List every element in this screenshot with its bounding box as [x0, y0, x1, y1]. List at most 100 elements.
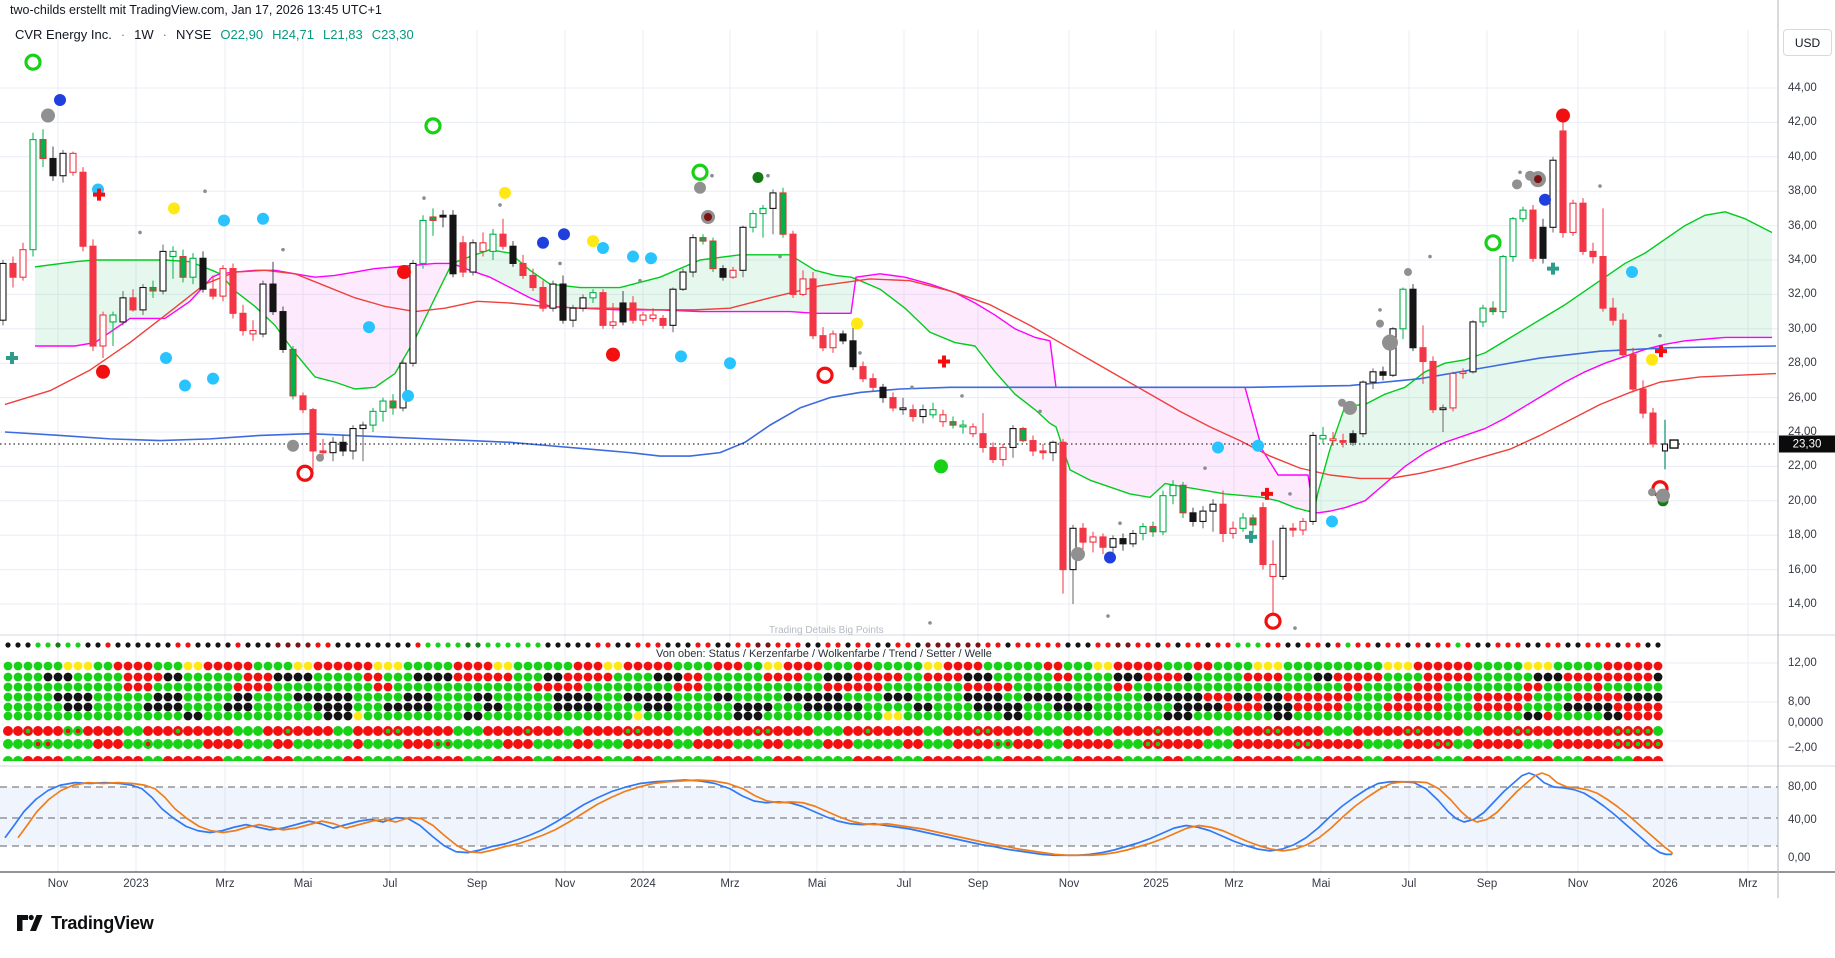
matrix-dot [843, 702, 853, 712]
matrix-dot [975, 642, 981, 648]
matrix-dot-center [65, 728, 71, 734]
matrix-dot [903, 692, 913, 702]
signal-dot-red [397, 265, 411, 280]
candle [269, 283, 277, 313]
candle [1349, 433, 1357, 443]
currency-chip[interactable]: USD [1783, 29, 1832, 56]
matrix-dot [625, 642, 631, 648]
matrix-dot [713, 661, 723, 671]
matrix-dot [233, 692, 243, 702]
candle [469, 242, 477, 273]
matrix-dot [1103, 739, 1113, 749]
matrix-dot [465, 642, 471, 648]
symbol-interval: 1W [134, 27, 154, 42]
matrix-dot [1015, 642, 1021, 648]
matrix-dot [223, 682, 233, 692]
candle [1249, 517, 1257, 526]
matrix-arch [662, 755, 674, 762]
time-axis-label: Nov [1567, 878, 1589, 890]
signal-dot-gray [1656, 488, 1670, 503]
matrix-dot-center [175, 728, 181, 734]
matrix-dot [1085, 642, 1091, 648]
matrix-dot [643, 661, 653, 671]
tradingview-logo[interactable]: TradingView [16, 911, 154, 936]
candle [119, 297, 127, 323]
matrix-dot [1503, 711, 1513, 721]
matrix-dot [203, 682, 213, 692]
matrix-dot [1263, 739, 1273, 749]
matrix-dot [1293, 726, 1303, 736]
candle [149, 286, 157, 292]
matrix-dot [943, 739, 953, 749]
matrix-dot [1573, 661, 1583, 671]
matrix-arch [502, 755, 514, 762]
matrix-dot [665, 642, 671, 648]
matrix-arch [212, 755, 224, 762]
matrix-dot [1553, 711, 1563, 721]
ichimoku-cloud [1070, 387, 1090, 481]
indicator-title-partial: Trading Details Big Points [769, 625, 884, 635]
matrix-dot [1023, 672, 1033, 682]
matrix-dot [1393, 702, 1403, 712]
matrix-dot [1573, 692, 1583, 702]
matrix-dot [83, 726, 93, 736]
scatter-dot [1428, 254, 1432, 259]
matrix-dot [455, 642, 461, 648]
symbol-legend[interactable]: CVR Energy Inc. · 1W · NYSE O22,90 H24,7… [15, 27, 414, 42]
matrix-dot [323, 726, 333, 736]
matrix-dot [95, 642, 101, 648]
matrix-dot [543, 672, 553, 682]
matrix-dot [1323, 739, 1333, 749]
matrix-dot [1013, 672, 1023, 682]
matrix-dot [873, 711, 883, 721]
matrix-dot [1603, 702, 1613, 712]
ichimoku-cloud [1645, 239, 1665, 350]
candle [109, 314, 117, 323]
matrix-dot [1483, 726, 1493, 736]
matrix-dot [1163, 661, 1173, 671]
matrix-dot [1373, 682, 1383, 692]
candle [1029, 440, 1037, 452]
candle [449, 214, 457, 275]
matrix-dot [143, 672, 153, 682]
candle [369, 410, 377, 426]
matrix-dot [863, 661, 873, 671]
matrix-dot [493, 726, 503, 736]
matrix-dot [695, 642, 701, 648]
candle [499, 233, 507, 247]
matrix-dot [173, 702, 183, 712]
matrix-dot [943, 661, 953, 671]
matrix-dot [1363, 661, 1373, 671]
signal-dot-blue [1104, 551, 1116, 564]
matrix-dot [203, 726, 213, 736]
matrix-dot [1285, 642, 1291, 648]
matrix-dot [535, 642, 541, 648]
matrix-dot [773, 661, 783, 671]
matrix-dot [633, 692, 643, 702]
matrix-dot [603, 726, 613, 736]
matrix-dot [435, 642, 441, 648]
matrix-dot [1333, 661, 1343, 671]
matrix-dot [713, 672, 723, 682]
matrix-dot [563, 672, 573, 682]
matrix-dot [1243, 702, 1253, 712]
matrix-dot [13, 702, 23, 712]
matrix-dot [415, 642, 421, 648]
signal-ring-red [816, 366, 834, 384]
matrix-dot [785, 642, 791, 648]
ichimoku-cloud [1050, 340, 1056, 427]
matrix-dot [1193, 692, 1203, 702]
scatter-dot [1038, 409, 1042, 414]
signal-plus [1655, 345, 1667, 358]
matrix-dot [1183, 726, 1193, 736]
price-axis-label: 24,00 [1788, 426, 1817, 438]
candle [1429, 360, 1437, 411]
matrix-dot [1233, 739, 1243, 749]
candle [1629, 354, 1637, 390]
matrix-dot [283, 702, 293, 712]
matrix-dot [1173, 711, 1183, 721]
candle [1219, 503, 1227, 535]
matrix-dot [693, 702, 703, 712]
matrix-dot [1043, 692, 1053, 702]
